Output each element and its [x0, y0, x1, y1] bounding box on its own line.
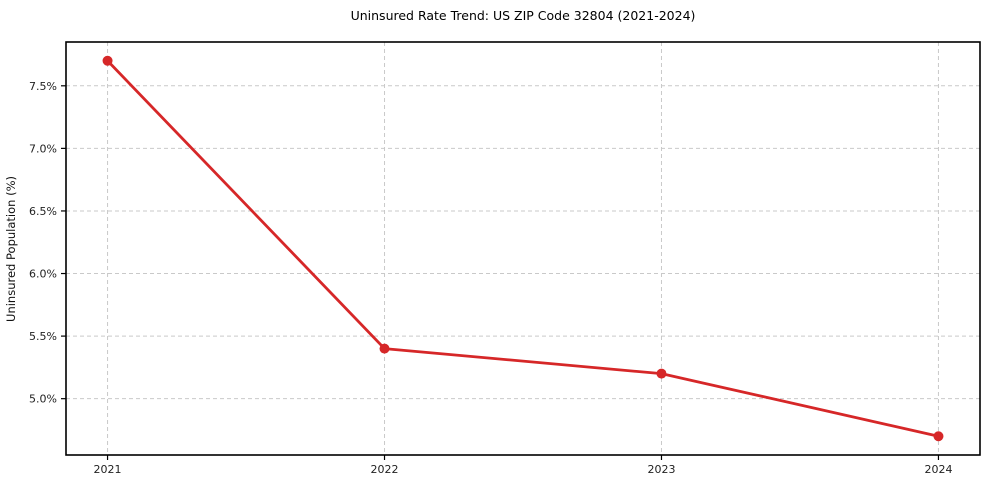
series-layer — [102, 55, 944, 442]
y-tick-label: 6.0% — [29, 268, 57, 281]
plot-border — [65, 41, 981, 456]
y-tick-label: 7.0% — [29, 142, 57, 155]
x-tick-label: 2023 — [647, 463, 675, 476]
y-axis-label: Uninsured Population (%) — [4, 176, 18, 322]
tick-label-layer: 5.0% 5.5% 6.0% 6.5% 7.0% 7.5% 2021 2022 2023 2024 — [29, 80, 952, 476]
gridline-layer — [66, 42, 980, 455]
x-tick-label: 2024 — [924, 463, 952, 476]
data-point — [933, 431, 944, 442]
data-point — [379, 343, 390, 354]
x-tick-label: 2021 — [94, 463, 122, 476]
axis-tick-layer — [61, 85, 940, 460]
y-tick-label: 5.0% — [29, 393, 57, 406]
data-point — [102, 55, 113, 66]
y-tick-label: 7.5% — [29, 80, 57, 93]
y-tick-label: 5.5% — [29, 330, 57, 343]
x-tick-label: 2022 — [371, 463, 399, 476]
y-tick-label: 6.5% — [29, 205, 57, 218]
series-line — [106, 59, 940, 438]
chart-title: Uninsured Rate Trend: US ZIP Code 32804 … — [351, 8, 696, 23]
data-point — [656, 368, 667, 379]
